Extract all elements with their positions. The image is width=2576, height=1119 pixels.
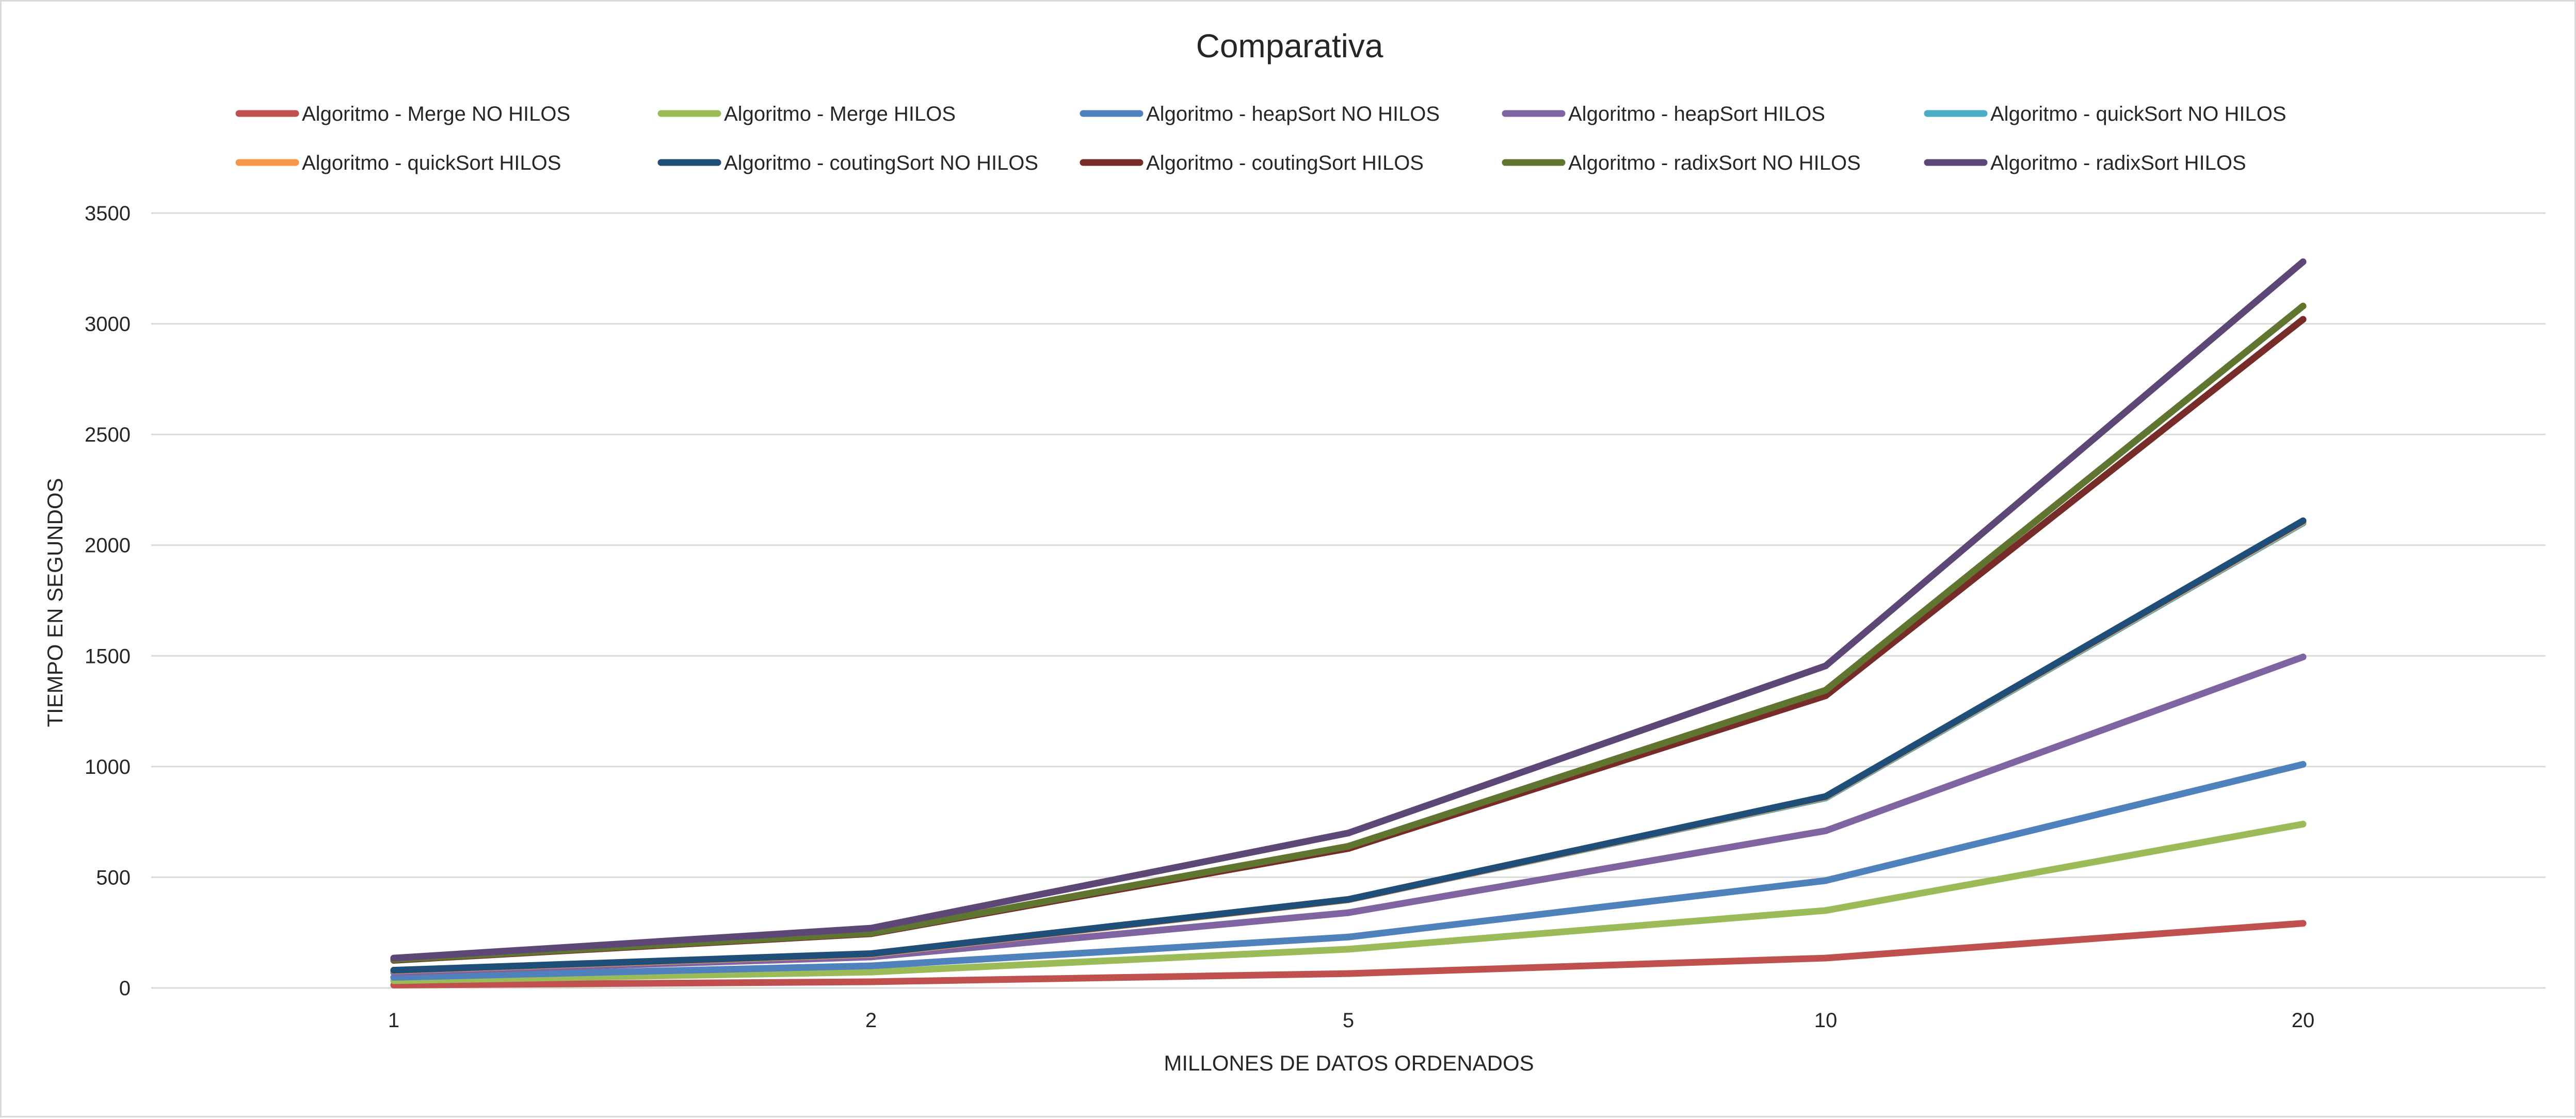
- series-5: [390, 520, 2307, 975]
- series-line: [390, 316, 2307, 964]
- y-tick-label: 3000: [85, 313, 131, 336]
- data-point: [390, 954, 397, 962]
- legend-item: Algoritmo - Merge HILOS: [657, 103, 956, 125]
- legend-item: Algoritmo - heapSort NO HILOS: [1080, 103, 1440, 125]
- x-axis-ticks: 1 2 5 10 20: [388, 1009, 2314, 1032]
- legend-item: Algoritmo - coutingSort NO HILOS: [657, 152, 1038, 174]
- data-point: [2299, 302, 2307, 310]
- legend-label: Algoritmo - coutingSort HILOS: [1146, 152, 1424, 174]
- legend-item: Algoritmo - radixSort NO HILOS: [1502, 152, 1861, 174]
- data-point: [390, 967, 397, 974]
- legend-item: Algoritmo - quickSort NO HILOS: [1924, 103, 2287, 125]
- data-point: [867, 978, 875, 985]
- x-tick-label: 20: [2292, 1009, 2315, 1032]
- x-axis-title: MILLONES DE DATOS ORDENADOS: [1164, 1051, 1534, 1075]
- data-point: [1345, 842, 1352, 850]
- legend-label: Algoritmo - radixSort HILOS: [1990, 152, 2246, 174]
- legend-label: Algoritmo - coutingSort NO HILOS: [724, 152, 1038, 174]
- legend-item: Algoritmo - coutingSort HILOS: [1080, 152, 1424, 174]
- y-tick-label: 1500: [85, 645, 131, 668]
- y-tick-label: 2500: [85, 424, 131, 446]
- series-4: [390, 653, 2307, 976]
- series-6: [390, 518, 2307, 975]
- legend-label: Algoritmo - quickSort HILOS: [302, 152, 561, 174]
- data-point: [1345, 946, 1352, 953]
- legend-item: Algoritmo - quickSort HILOS: [235, 152, 561, 174]
- data-point: [1345, 970, 1352, 977]
- data-point: [2299, 316, 2307, 323]
- series-1: [390, 920, 2307, 988]
- legend-item: Algoritmo - radixSort HILOS: [1924, 152, 2246, 174]
- data-point: [2299, 258, 2307, 265]
- series-line: [390, 518, 2307, 975]
- series-8: [390, 316, 2307, 964]
- series-9: [390, 302, 2307, 963]
- gridlines: [151, 212, 2546, 989]
- data-point: [1345, 909, 1352, 916]
- data-point: [1822, 827, 1829, 834]
- data-point: [2299, 653, 2307, 660]
- data-point: [1822, 907, 1829, 914]
- y-tick-label: 3500: [85, 202, 131, 225]
- data-point: [1345, 933, 1352, 940]
- data-point: [1345, 896, 1352, 903]
- data-point: [1822, 662, 1829, 670]
- series-line: [390, 258, 2307, 962]
- legend-label: Algoritmo - heapSort NO HILOS: [1146, 103, 1440, 125]
- data-point: [1822, 687, 1829, 694]
- data-point: [2299, 517, 2307, 525]
- data-point: [867, 925, 875, 932]
- y-tick-label: 500: [96, 866, 131, 889]
- y-tick-label: 2000: [85, 534, 131, 557]
- y-tick-label: 0: [119, 977, 131, 1000]
- legend-label: Algoritmo - heapSort HILOS: [1568, 103, 1825, 125]
- series-7: [390, 517, 2307, 974]
- data-point: [2299, 761, 2307, 768]
- x-tick-label: 10: [1814, 1009, 1838, 1032]
- legend-label: Algoritmo - Merge HILOS: [724, 103, 956, 125]
- data-point: [1822, 793, 1829, 800]
- series-line: [390, 302, 2307, 963]
- series-line: [390, 653, 2307, 976]
- data-point: [1822, 954, 1829, 962]
- legend-label: Algoritmo - Merge NO HILOS: [302, 103, 570, 125]
- data-point: [1822, 877, 1829, 884]
- y-axis-title: TIEMPO EN SEGUNDOS: [43, 478, 67, 727]
- legend-label: Algoritmo - radixSort NO HILOS: [1568, 152, 1861, 174]
- data-point: [2299, 820, 2307, 828]
- chart-title: Comparativa: [1196, 27, 1383, 64]
- data-point: [2299, 920, 2307, 927]
- legend: Algoritmo - Merge NO HILOS Algoritmo - Me…: [235, 103, 2287, 174]
- x-tick-label: 1: [388, 1009, 399, 1032]
- legend-item: Algoritmo - heapSort HILOS: [1502, 103, 1825, 125]
- legend-label: Algoritmo - quickSort NO HILOS: [1990, 103, 2287, 125]
- y-tick-label: 1000: [85, 756, 131, 779]
- data-point: [867, 950, 875, 957]
- legend-item: Algoritmo - Merge NO HILOS: [235, 103, 570, 125]
- series-3: [390, 761, 2307, 981]
- series-line: [390, 520, 2307, 975]
- data-point: [867, 962, 875, 969]
- x-tick-label: 5: [1343, 1009, 1354, 1032]
- y-axis-ticks: 0 500 1000 1500 2000 2500 3000 3500: [85, 202, 131, 1000]
- x-tick-label: 2: [865, 1009, 877, 1032]
- data-point: [1345, 830, 1352, 837]
- series-10: [390, 258, 2307, 962]
- data-point: [867, 968, 875, 976]
- series-lines: [390, 258, 2307, 988]
